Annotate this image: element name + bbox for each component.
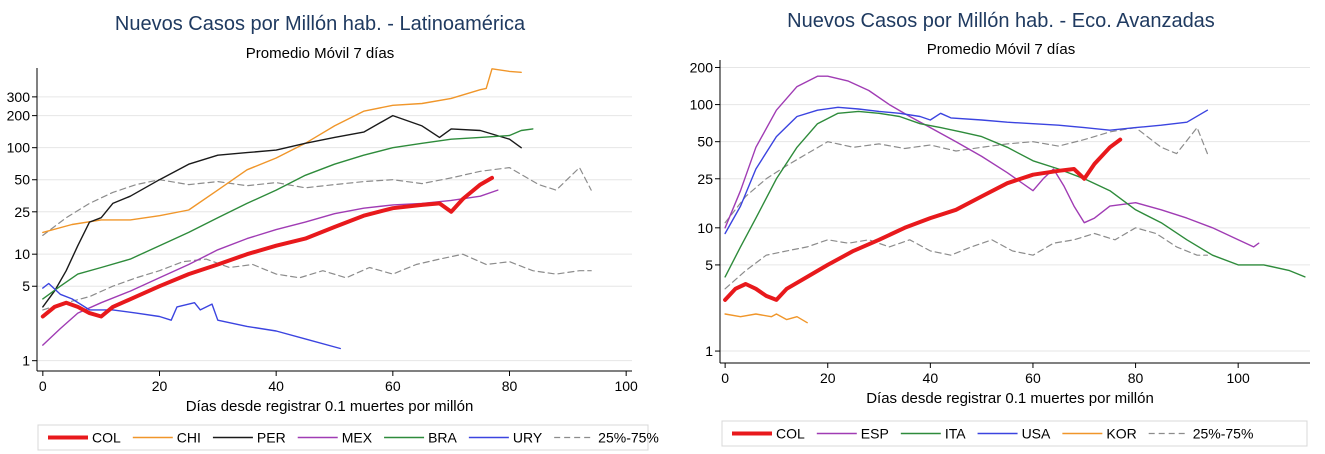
series-line-col — [723, 137, 1123, 302]
y-tick-label: 50 — [14, 172, 30, 188]
y-tick-label: 10 — [14, 246, 30, 262]
x-tick-label: 80 — [1128, 370, 1144, 386]
x-tick-label: 60 — [385, 378, 401, 394]
y-tick-label: 100 — [7, 140, 31, 156]
legend: COL CHI PER MEX BRA URY 25%-75% — [37, 424, 659, 451]
series-line-col — [40, 175, 494, 319]
x-tick-label: 100 — [614, 378, 638, 394]
x-tick-label: 100 — [1226, 370, 1250, 386]
chart-title: Nuevos Casos por Millón hab. - Latinoamé… — [115, 13, 526, 35]
legend-label: ESP — [861, 426, 889, 442]
chart-latinoamerica: 1 5 10 25 50 100 200 300 0 20 40 60 80 100 Nuevos Caso… — [7, 13, 659, 451]
chart-subtitle: Promedio Móvil 7 días — [246, 45, 394, 62]
x-tick-label: 60 — [1025, 370, 1041, 386]
series-line-esp — [724, 75, 1260, 248]
y-tick-label: 100 — [690, 97, 714, 113]
legend-box — [37, 424, 649, 451]
x-axis-label: Días desde registrar 0.1 muertes por mil… — [866, 390, 1154, 407]
y-tick-label: 1 — [22, 353, 30, 369]
series-line-ita — [724, 110, 1306, 278]
x-tick-label: 0 — [721, 370, 729, 386]
legend-label: KOR — [1106, 426, 1136, 442]
x-tick-label: 80 — [502, 378, 518, 394]
x-tick-label: 20 — [152, 378, 168, 394]
x-tick-label: 0 — [39, 378, 47, 394]
legend-label: BRA — [428, 430, 457, 446]
y-tick-label: 5 — [705, 257, 713, 273]
legend-label: COL — [92, 430, 121, 446]
series-line-ury — [42, 282, 341, 350]
y-tick-label: 25 — [14, 204, 30, 220]
legend-label: COL — [776, 426, 805, 442]
y-tick-label: 50 — [697, 134, 713, 150]
x-tick-label: 40 — [923, 370, 939, 386]
legend-label: CHI — [177, 430, 201, 446]
chart-subtitle: Promedio Móvil 7 días — [927, 41, 1075, 58]
series-line-kor — [724, 313, 808, 324]
y-tick-label: 200 — [7, 108, 31, 124]
legend-label: MEX — [342, 430, 373, 446]
x-tick-label: 40 — [268, 378, 284, 394]
y-tick-label: 1 — [705, 343, 713, 359]
series-line-bra — [42, 128, 534, 300]
y-tick-label: 5 — [22, 278, 30, 294]
legend-label: USA — [1022, 426, 1051, 442]
chart-title: Nuevos Casos por Millón hab. - Eco. Avan… — [787, 10, 1215, 32]
plot-area — [720, 60, 1310, 363]
series-line-per — [42, 114, 522, 308]
series-line-band-lower — [724, 227, 1208, 290]
y-tick-label: 300 — [7, 89, 31, 105]
legend-label: 25%-75% — [598, 430, 659, 446]
legend-label: ITA — [945, 426, 966, 442]
series-line-25-75 — [42, 167, 592, 236]
chart-economias-avanzadas: 1 5 10 25 50 100 200 0 20 40 60 80 100 Nuevos Casos p… — [690, 10, 1310, 447]
x-tick-label: 20 — [820, 370, 836, 386]
legend-label: 25%-75% — [1193, 426, 1254, 442]
y-tick-label: 25 — [697, 171, 713, 187]
legend-label: PER — [257, 430, 286, 446]
legend: COL ESP ITA USA KOR 25%-75% — [721, 420, 1308, 447]
y-tick-label: 200 — [690, 59, 714, 75]
series-line-usa — [724, 106, 1209, 235]
y-tick-label: 10 — [697, 220, 713, 236]
x-axis-label: Días desde registrar 0.1 muertes por mil… — [186, 398, 474, 415]
series-line-band-lower — [42, 253, 592, 311]
legend-label: URY — [513, 430, 543, 446]
series-line-chi — [42, 68, 522, 234]
